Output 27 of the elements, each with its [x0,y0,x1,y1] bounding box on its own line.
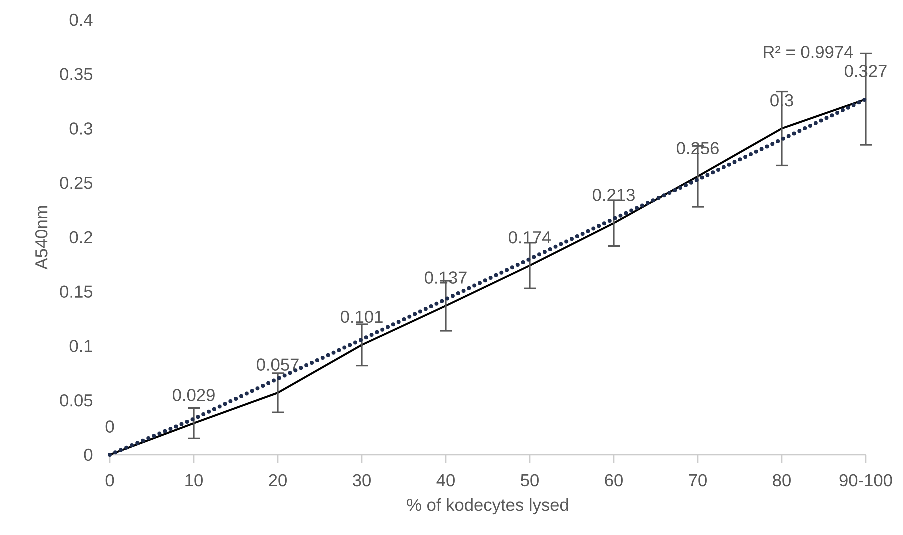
y-tick-label: 0.1 [70,340,92,352]
x-tick-label: 40 [436,474,455,487]
x-axis-title: % of kodecytes lysed [407,498,568,515]
x-tick-label: 80 [773,474,791,487]
x-tick-label: 70 [689,474,707,487]
y-tick-label: 0.4 [70,14,93,26]
annotation: R² = 0.9974 [764,46,854,58]
x-tick-label: 10 [186,474,203,487]
data-label: 0.057 [256,358,299,371]
data-label: 0.137 [424,272,467,284]
y-tick-label: 0.3 [70,122,93,135]
data-label: 0 [106,420,114,433]
y-axis-title: A540nm [35,206,48,270]
x-tick-label: 0 [106,474,114,487]
x-tick-label: 90-100 [840,474,892,487]
y-tick-label: 0.15 [60,286,93,298]
y-tick-label: 0.2 [70,231,92,244]
y-tick-label: 0 [84,448,93,462]
x-tick-label: 30 [353,474,371,487]
y-tick-label: 0.25 [60,176,93,190]
data-label: 0.029 [172,389,215,402]
y-tick-label: 0.05 [60,394,93,407]
x-tick-label: 50 [521,474,539,487]
x-tick-label: 60 [605,474,623,487]
data-label: 0.101 [340,310,383,324]
y-tick-label: 0.35 [60,68,93,81]
x-tick-label: 20 [269,474,287,487]
